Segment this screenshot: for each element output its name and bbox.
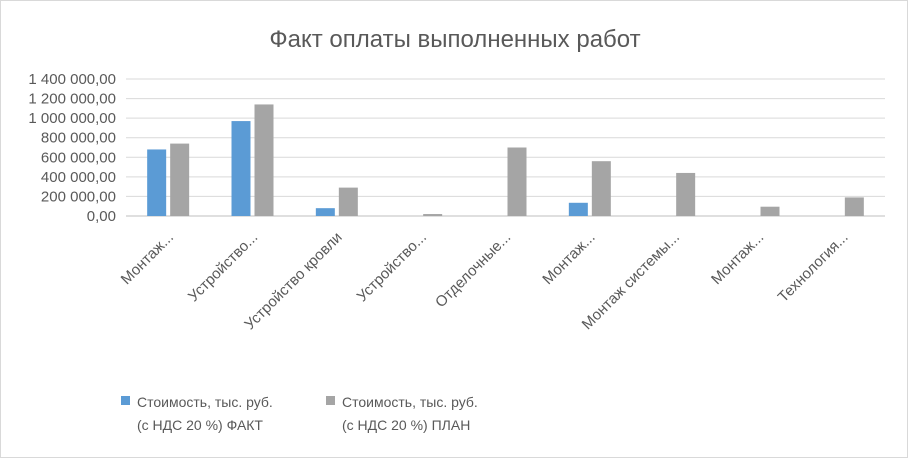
x-category-label: Монтаж... [118, 229, 177, 288]
bar-plan [170, 143, 190, 216]
y-tick-label: 0,00 [87, 208, 116, 225]
chart-title: Факт оплаты выполненных работ [269, 26, 640, 53]
bar-fact [147, 149, 167, 216]
legend-label: Стоимость, тыс. руб. [342, 394, 478, 410]
x-axis-labels: Монтаж... Устройство...Устройство кровли У… [118, 229, 852, 333]
bar-plan [507, 147, 527, 216]
gridlines [126, 78, 885, 217]
legend-swatch [121, 396, 130, 405]
legend-label: (с НДС 20 %) ФАКТ [137, 417, 263, 433]
x-category-label: Устройство... [185, 229, 261, 305]
bar-fact [315, 208, 335, 216]
legend-swatch [326, 396, 335, 405]
y-tick-label: 1 000 000,00 [28, 110, 116, 127]
y-tick-label: 200 000,00 [41, 188, 116, 205]
legend: Стоимость, тыс. руб. (с НДС 20 %) ФАКТ Сто… [121, 394, 478, 433]
y-tick-label: 400 000,00 [41, 169, 116, 186]
y-axis-ticks: 0,00 200 000,00 400 000,00 600 000,00 800 00… [28, 71, 116, 225]
x-category-label: Монтаж... [708, 229, 767, 288]
bar-plan [844, 197, 864, 216]
bar-plan [760, 206, 780, 216]
y-tick-label: 800 000,00 [41, 130, 116, 147]
bar-fact [568, 202, 588, 216]
legend-label: Стоимость, тыс. руб. [137, 394, 273, 410]
bar-plan [254, 104, 274, 216]
y-tick-label: 600 000,00 [41, 149, 116, 166]
bar-fact [231, 121, 251, 216]
bar-plan [676, 172, 696, 216]
bars [147, 104, 864, 216]
y-tick-label: 1 400 000,00 [28, 71, 116, 88]
x-category-label: Монтаж... [539, 229, 598, 288]
bar-plan [591, 161, 611, 216]
y-tick-label: 1 200 000,00 [28, 91, 116, 108]
x-category-label: Отделочные... [432, 229, 514, 311]
bar-plan [423, 214, 443, 216]
legend-label: (с НДС 20 %) ПЛАН [342, 417, 470, 433]
x-category-label: Технология... [775, 229, 852, 306]
bar-plan [338, 187, 358, 216]
x-category-label: Устройство... [354, 229, 430, 305]
